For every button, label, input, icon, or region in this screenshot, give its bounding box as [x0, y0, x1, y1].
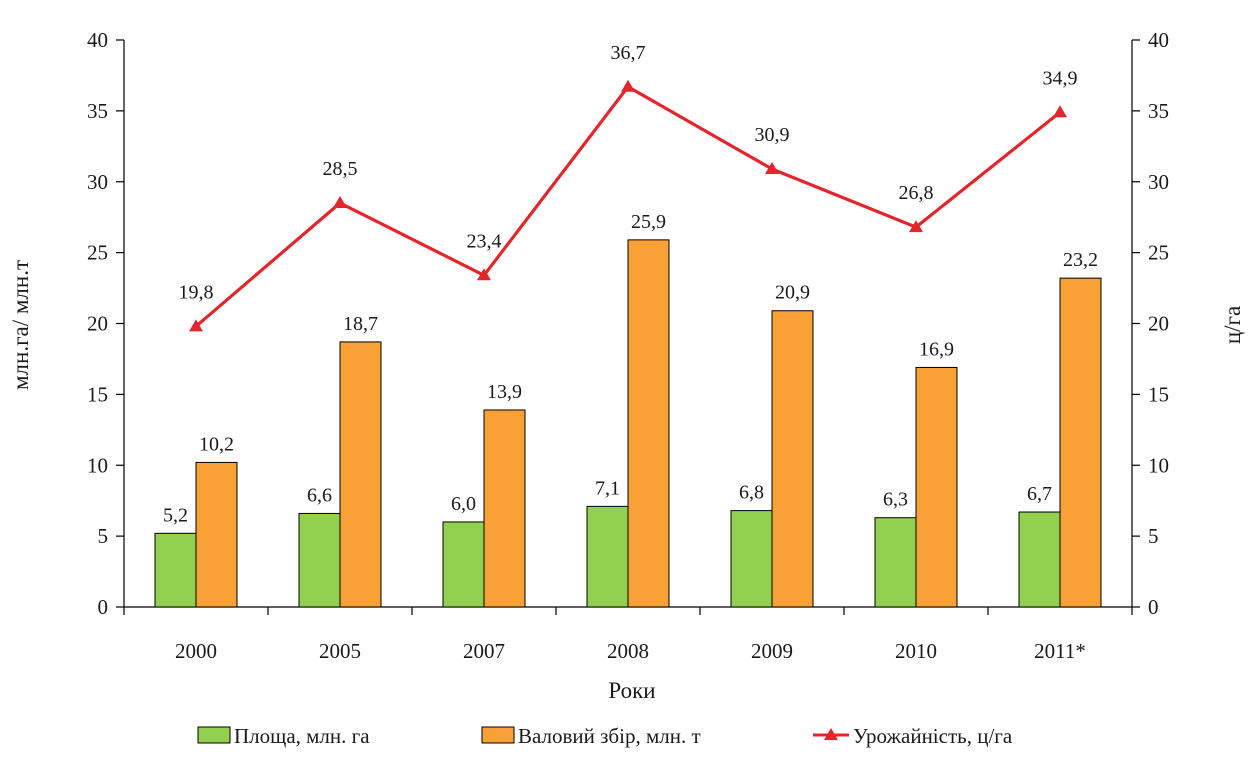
- bar-data-label: 25,9: [631, 211, 666, 233]
- x-tick-label: 2009: [751, 639, 793, 663]
- right-tick-label: 0: [1148, 595, 1159, 619]
- left-tick-label: 20: [87, 312, 108, 336]
- bar-area: [1018, 511, 1061, 608]
- left-tick-label: 0: [98, 595, 109, 619]
- bar-area: [874, 517, 917, 608]
- bar-data-label: 7,1: [595, 477, 620, 499]
- bar-data-label: 20,9: [775, 282, 810, 304]
- data-labels: 5,2 6,6 6,0 7,1 6,8 6,3 6,7 10,2 18,7 13,9 25,9 20,…: [163, 42, 1098, 527]
- right-tick-label: 15: [1148, 382, 1169, 406]
- bar-area: [154, 532, 197, 608]
- x-tick-label: 2000: [175, 639, 217, 663]
- bar-total-yield: [195, 461, 238, 608]
- y2-axis-title: ц/га: [1220, 306, 1245, 344]
- bar-total-yield: [483, 409, 526, 608]
- left-tick-label: 15: [87, 382, 108, 406]
- line-data-label: 23,4: [467, 230, 502, 252]
- x-tick-label: 2007: [463, 639, 505, 663]
- bar-data-label: 13,9: [487, 381, 522, 403]
- line-data-label: 19,8: [179, 281, 214, 303]
- line-data-label: 36,7: [611, 42, 646, 64]
- left-tick-label: 35: [87, 99, 108, 123]
- left-tick-label: 5: [98, 524, 109, 548]
- line-data-label: 26,8: [899, 182, 934, 204]
- bar-total-yield: [627, 239, 670, 608]
- right-tick-label: 10: [1148, 453, 1169, 477]
- x-tick-label: 2010: [895, 639, 937, 663]
- x-axis: 2000 2005 2007 2008 2009 2010 2011*: [123, 606, 1133, 663]
- legend-label-area: Площа, млн. га: [234, 724, 370, 748]
- productivity-marker: [333, 196, 347, 209]
- right-tick-label: 20: [1148, 312, 1169, 336]
- right-tick-label: 30: [1148, 170, 1169, 194]
- bar-data-label: 6,7: [1027, 483, 1052, 505]
- legend-swatch-yield-total: [481, 726, 515, 744]
- legend-marker-productivity: [824, 728, 838, 740]
- bar-area: [586, 505, 629, 608]
- line-series: [189, 79, 1067, 332]
- x-tick-label: 2008: [607, 639, 649, 663]
- bar-data-label: 18,7: [343, 313, 378, 335]
- bar-series: [154, 239, 1102, 608]
- left-tick-label: 25: [87, 241, 108, 265]
- right-tick-label: 25: [1148, 241, 1169, 265]
- legend: Площа, млн. га Валовий збір, млн. т Урож…: [197, 724, 1013, 748]
- bar-total-yield: [1059, 277, 1102, 608]
- bar-data-label: 5,2: [163, 504, 188, 526]
- bar-area: [442, 521, 485, 608]
- bar-data-label: 6,0: [451, 493, 476, 515]
- y-axis-title: млн.га/ млн.т: [8, 260, 33, 390]
- left-tick-label: 10: [87, 453, 108, 477]
- productivity-marker: [1053, 105, 1067, 118]
- bar-data-label: 6,3: [883, 489, 908, 511]
- bar-data-label: 6,8: [739, 482, 764, 504]
- line-data-label: 28,5: [323, 158, 358, 180]
- legend-label-productivity: Урожайність, ц/га: [853, 724, 1013, 748]
- productivity-marker: [909, 220, 923, 233]
- bar-data-label: 16,9: [919, 338, 954, 360]
- bar-area: [298, 512, 341, 608]
- bar-total-yield: [915, 366, 958, 608]
- bar-data-label: 23,2: [1063, 249, 1098, 271]
- bar-total-yield: [339, 341, 382, 608]
- productivity-marker: [189, 319, 203, 332]
- bar-data-label: 6,6: [307, 484, 332, 506]
- bar-area: [730, 510, 773, 608]
- x-tick-label: 2011*: [1034, 639, 1086, 663]
- bar-data-label: 10,2: [199, 433, 234, 455]
- left-tick-label: 40: [87, 28, 108, 52]
- x-tick-label: 2005: [319, 639, 361, 663]
- productivity-marker: [477, 268, 491, 281]
- right-axis: 0 5 10 15 20 25 30 35 40: [1131, 28, 1169, 619]
- legend-label-yield-total: Валовий збір, млн. т: [518, 724, 701, 748]
- right-tick-label: 35: [1148, 99, 1169, 123]
- line-data-label: 34,9: [1043, 67, 1078, 89]
- line-data-label: 30,9: [755, 124, 790, 146]
- right-tick-label: 5: [1148, 524, 1159, 548]
- left-tick-label: 30: [87, 170, 108, 194]
- productivity-marker: [765, 161, 779, 174]
- left-axis: 0 5 10 15 20 25 30 35 40: [87, 28, 125, 619]
- right-tick-label: 40: [1148, 28, 1169, 52]
- productivity-marker: [621, 79, 635, 92]
- bar-total-yield: [771, 310, 814, 608]
- legend-swatch-area: [197, 726, 231, 744]
- x-axis-title: Роки: [608, 678, 655, 703]
